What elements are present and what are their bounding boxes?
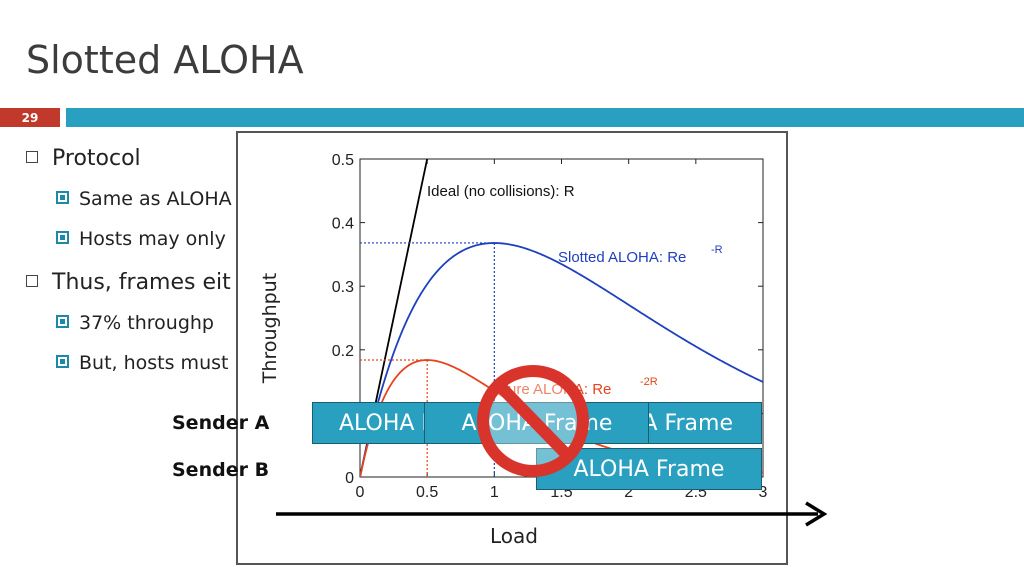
pure-series-label: Pure ALOHA: Re	[498, 381, 611, 398]
y-tick-label: 0.4	[332, 216, 354, 233]
bullet-square-icon	[26, 275, 38, 287]
bullet-list: Protocol Same as ALOHA Hosts may only Th…	[26, 140, 246, 380]
bullet-same-as-aloha: Same as ALOHA	[56, 188, 232, 210]
sender-a-frame-3: ALOHA Frame	[648, 402, 762, 444]
bullet-square-icon	[56, 231, 69, 244]
bullet-throughput: 37% throughp	[56, 312, 214, 334]
page-number: 29	[0, 108, 60, 127]
bullet-protocol: Protocol	[26, 146, 141, 171]
x-tick-label: 0	[356, 484, 365, 501]
load-axis-label: Load	[490, 524, 538, 548]
x-tick-label: 3	[759, 484, 768, 501]
bullet-square-icon	[56, 191, 69, 204]
sender-a-frame-2: ALOHA Frame	[424, 402, 650, 444]
bullet-hosts-may-only: Hosts may only	[56, 228, 226, 250]
bullet-square-icon	[56, 315, 69, 328]
y-tick-label: 0.3	[332, 279, 354, 296]
x-tick-label: 0.5	[416, 484, 438, 501]
x-tick-label: 1	[490, 484, 499, 501]
y-tick-label: 0.2	[332, 343, 354, 360]
bullet-thus-frames: Thus, frames eit	[26, 270, 231, 295]
sender-a-frame-1: ALOHA Frame	[312, 402, 426, 444]
x-tick-label: 2	[624, 484, 633, 501]
series-slotted-aloha-line	[360, 242, 763, 477]
title-bar	[66, 108, 1024, 127]
y-tick-label: 0.5	[332, 152, 354, 169]
bullet-square-icon	[26, 151, 38, 163]
sender-b-frame-1: ALOHA Frame	[536, 448, 762, 490]
y-tick-label: 0	[345, 470, 354, 487]
pure-series-exponent: -2R	[640, 376, 658, 388]
bullet-square-icon	[56, 355, 69, 368]
slide-title: Slotted ALOHA	[26, 38, 304, 82]
sender-b-label: Sender B	[172, 459, 270, 481]
ideal-series-label: Ideal (no collisions): R	[427, 183, 575, 200]
y-axis-label: Throughput	[259, 273, 281, 384]
sender-a-label: Sender A	[172, 412, 270, 434]
slotted-series-label: Slotted ALOHA: Re	[558, 249, 686, 266]
bullet-hosts-must: But, hosts must	[56, 352, 228, 374]
slotted-series-exponent: -R	[711, 244, 723, 256]
